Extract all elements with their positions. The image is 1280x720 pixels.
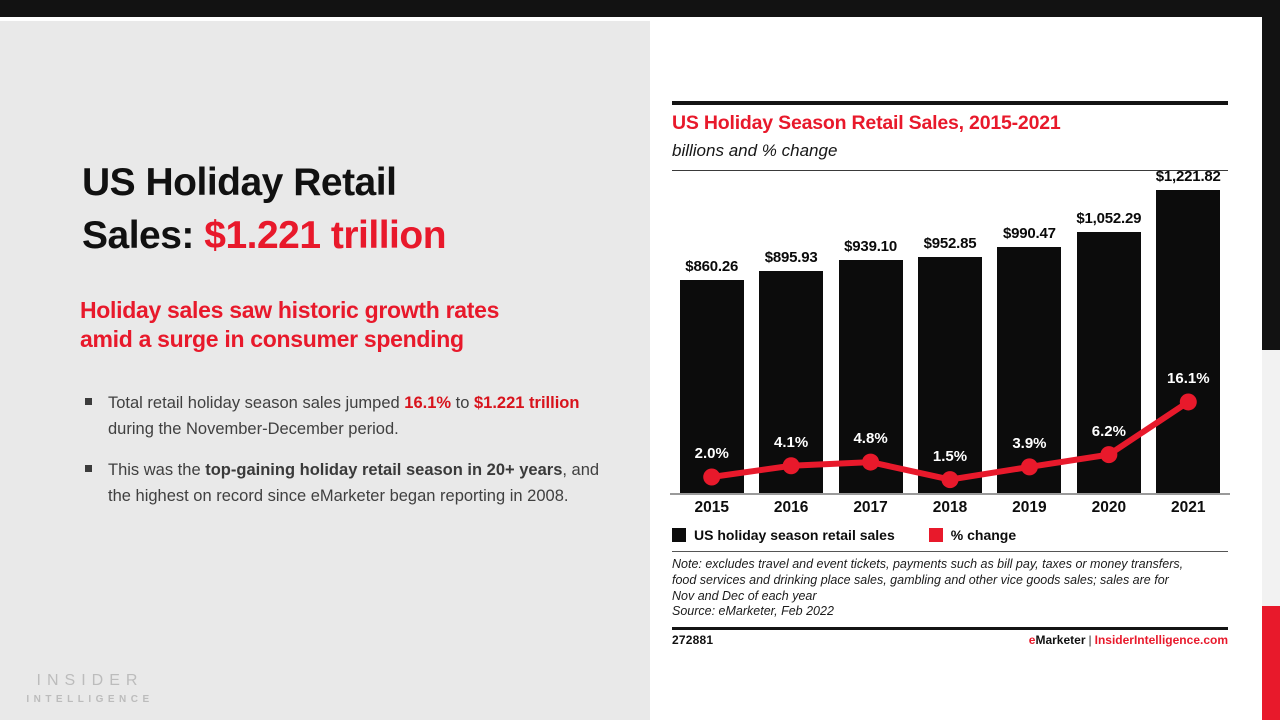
x-axis-label-2019: 2019 [1012,499,1047,516]
bar-2017 [838,260,903,493]
bar-value-label: $860.26 [685,257,739,275]
chart-note: Note: excludes travel and event tickets,… [672,557,1184,619]
slide-subtitle: Holiday sales saw historic growth rates a… [80,297,500,352]
bar-2019 [997,247,1062,493]
chart-title: US Holiday Season Retail Sales, 2015-202… [672,112,1061,134]
chart-footer: 272881 eMarketer | InsiderIntelligence.com [672,633,1228,647]
bar-2021 [1156,190,1221,493]
legend-item-bars: US holiday season retail sales [672,527,895,543]
bar-value-label: $939.10 [844,238,897,256]
insider-intelligence-logo: INSIDER INTELLIGENCE [25,672,155,705]
bar-2015 [679,279,744,493]
bar-value-label: $990.47 [1002,225,1056,243]
bar-column-2019: $990.47 [990,160,1069,493]
top-black-bar [0,0,1280,17]
x-axis-label-2017: 2017 [853,499,888,516]
emarketer-e: e [1028,633,1036,647]
bar-2018 [917,256,982,493]
x-axis-label-2018: 2018 [932,499,968,516]
title-line1: US Holiday Retail [82,161,397,204]
title-line2-red: $1.221 trillion [204,214,447,257]
x-axis-label-2016: 2016 [773,499,809,516]
x-axis-label-2015: 2015 [694,499,729,516]
chart-subtitle: billions and % change [672,141,838,160]
bullet-text-2: This was the top-gaining holiday retail … [108,461,600,505]
bar-column-2015: $860.26 [672,160,751,493]
x-axis-label-2020: 2020 [1091,499,1127,516]
bar-2020 [1076,232,1141,493]
bar-column-2020: $1,052.29 [1069,160,1148,493]
bar-column-2016: $895.93 [751,160,830,493]
bar-series: $860.26 $895.93 $939.10 $952.85 $990.47 $1,05… [672,160,1228,493]
legend-label-line: % change [950,527,1017,543]
bar-value-label: $1,221.82 [1155,168,1221,185]
logo-line2: INTELLIGENCE [26,694,154,705]
footer-separator: | [1088,633,1092,647]
page-title: US Holiday Retail Sales: $1.221 trillion [82,156,622,262]
bullet-list: Total retail holiday season sales jumped… [85,390,605,524]
right-edge-black-strip [1262,0,1280,350]
brand-attribution: eMarketer | InsiderIntelligence.com [1029,633,1228,647]
bullet-text-1: Total retail holiday season sales jumped… [108,394,580,438]
bar-column-2017: $939.10 [831,160,910,493]
chart-id: 272881 [672,633,714,647]
bullet-marker [85,465,92,472]
bar-2016 [759,270,824,493]
bar-value-label: $895.93 [764,248,818,266]
bar-value-label: $952.85 [923,234,977,252]
left-panel [0,21,650,720]
legend-swatch-black [672,528,686,542]
logo-line1: INSIDER [36,672,144,689]
chart-header-divider [672,170,1228,171]
chart-top-rule [672,101,1228,105]
right-edge-red-strip [1262,606,1280,720]
x-axis-label-2021: 2021 [1171,499,1206,516]
chart-legend: US holiday season retail sales % change [672,527,1228,543]
x-axis-line [670,493,1230,495]
legend-label-bars: US holiday season retail sales [694,527,895,543]
insiderintelligence-url: InsiderIntelligence.com [1094,633,1228,647]
bullet-marker [85,398,92,405]
chart-bottom-rule [672,627,1228,630]
bar-value-label: $1,052.29 [1076,210,1142,228]
bar-column-2021: $1,221.82 [1149,160,1228,493]
x-axis-labels: 2015 2016 2017 2018 2019 2020 2021 [672,499,1228,517]
emarketer-rest: Marketer [1035,633,1086,647]
title-line2-black: Sales: [82,214,205,257]
bar-column-2018: $952.85 [910,160,989,493]
legend-item-line: % change [928,527,1017,543]
legend-note-divider [672,551,1228,552]
legend-swatch-red [928,528,943,542]
bullet-item-1: Total retail holiday season sales jumped… [85,390,605,442]
bullet-item-2: This was the top-gaining holiday retail … [85,457,605,509]
right-edge-gray-strip [1262,350,1280,606]
